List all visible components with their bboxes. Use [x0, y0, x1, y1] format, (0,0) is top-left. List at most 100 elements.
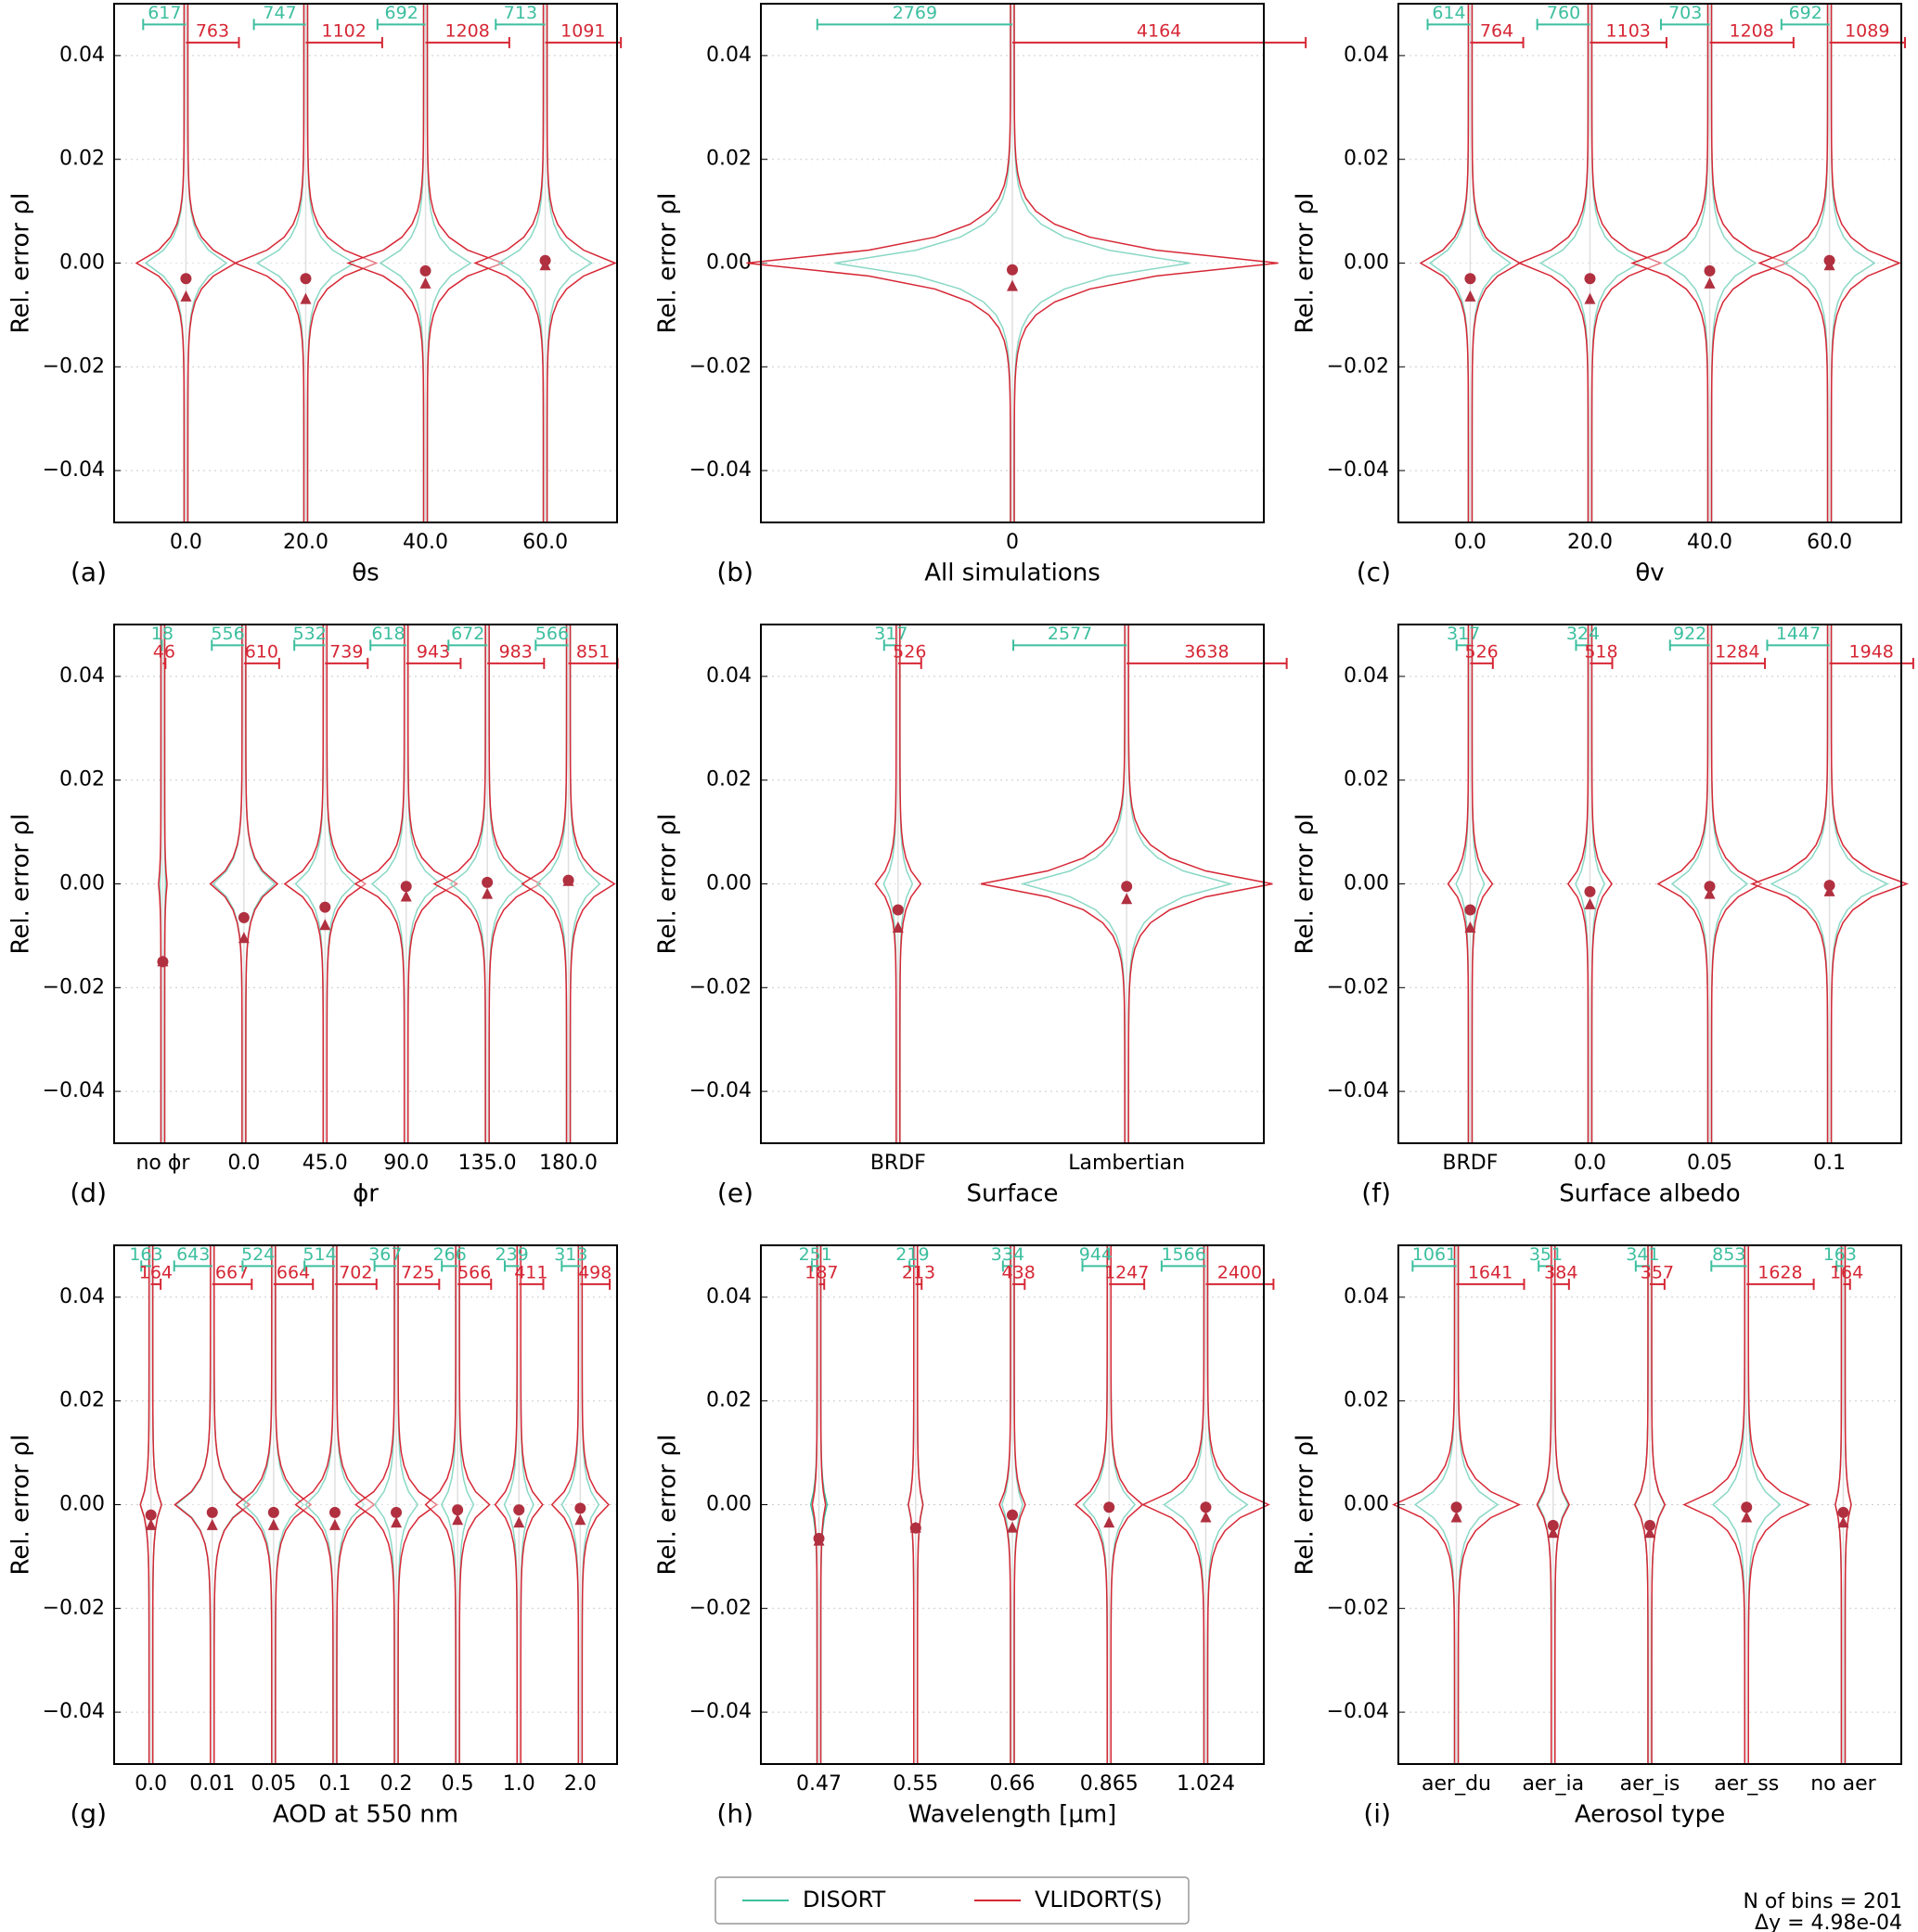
triangle-marker	[1007, 279, 1018, 291]
triangle-marker	[1200, 1511, 1212, 1523]
x-tick-label: 0.2	[380, 1772, 413, 1796]
circle-marker	[180, 273, 192, 285]
count-label: 1641	[1468, 1262, 1513, 1282]
y-tick-label: 0.04	[1344, 664, 1389, 688]
x-tick-label: 40.0	[403, 531, 448, 554]
y-tick-label: −0.02	[689, 354, 752, 378]
count-label: 943	[417, 641, 450, 662]
count-label: 760	[1547, 3, 1580, 23]
triangle-marker	[400, 890, 412, 902]
y-tick-label: 0.02	[1344, 768, 1389, 792]
violin-outline	[811, 1244, 827, 1765]
count-label: 213	[902, 1262, 935, 1282]
count-label: 1091	[560, 20, 605, 41]
y-tick-label: −0.04	[689, 1700, 752, 1723]
panel-letter: (f)	[1361, 1178, 1391, 1208]
plot-frame	[760, 624, 1265, 1144]
x-tick-label: 20.0	[283, 531, 328, 554]
triangle-marker	[1644, 1526, 1655, 1539]
triangle-marker	[238, 932, 250, 944]
count-label: 1089	[1845, 20, 1889, 41]
count-label: 524	[241, 1244, 275, 1265]
y-axis-label: Rel. error ρI	[7, 1434, 35, 1575]
y-tick-label: −0.02	[1327, 1596, 1389, 1619]
circle-marker	[145, 1509, 157, 1521]
circle-marker	[1103, 1501, 1115, 1513]
x-tick-label: 0.47	[796, 1772, 842, 1796]
x-tick-label: 0.1	[318, 1772, 351, 1796]
y-axis-label: Rel. error ρI	[7, 192, 35, 333]
count-label: 692	[385, 3, 418, 23]
count-label: 357	[1641, 1262, 1674, 1282]
circle-marker	[267, 1506, 279, 1518]
circle-marker	[1837, 1506, 1849, 1518]
y-axis-label: Rel. error ρI	[654, 1434, 682, 1575]
y-tick-label: −0.02	[43, 975, 105, 998]
x-tick-label: aer_is	[1620, 1772, 1680, 1796]
y-tick-label: 0.00	[59, 251, 105, 275]
count-label: 944	[1079, 1244, 1113, 1265]
triangle-marker	[206, 1518, 218, 1530]
count-label: 739	[329, 641, 363, 662]
violin-outline	[1536, 1244, 1570, 1765]
count-label: 2400	[1217, 1262, 1262, 1282]
triangle-marker	[1464, 921, 1476, 934]
y-tick-label: 0.04	[1344, 44, 1389, 67]
y-tick-label: −0.02	[43, 354, 105, 378]
count-label: 1208	[1730, 20, 1774, 41]
circle-marker	[206, 1506, 218, 1518]
y-tick-label: 0.02	[1344, 1389, 1389, 1412]
y-tick-label: −0.04	[1327, 458, 1389, 482]
count-label: 334	[991, 1244, 1024, 1265]
y-axis-label: Rel. error ρI	[1292, 1434, 1319, 1575]
count-label: 672	[451, 624, 484, 644]
triangle-marker	[300, 292, 312, 304]
y-tick-label: −0.02	[1327, 354, 1389, 378]
y-axis-label: Rel. error ρI	[1292, 813, 1319, 954]
circle-marker	[391, 1506, 403, 1518]
note: N of bins = 201	[1743, 1890, 1902, 1913]
triangle-marker	[1584, 897, 1596, 909]
y-tick-label: −0.04	[43, 1079, 105, 1102]
circle-marker	[1584, 885, 1596, 897]
plot-frame	[113, 3, 618, 523]
count-label: 498	[578, 1262, 611, 1282]
y-tick-label: 0.02	[706, 768, 752, 792]
x-tick-label: 1.0	[503, 1772, 535, 1796]
count-label: 2577	[1048, 624, 1092, 644]
circle-marker	[319, 901, 331, 913]
count-label: 617	[148, 3, 181, 23]
plot-frame	[760, 1244, 1265, 1765]
y-tick-label: −0.02	[689, 1596, 752, 1619]
count-label: 692	[1789, 3, 1822, 23]
count-label: 702	[339, 1262, 372, 1282]
y-tick-label: −0.04	[689, 458, 752, 482]
violin-outline	[135, 3, 238, 523]
count-label: 725	[401, 1262, 434, 1282]
panel-letter: (b)	[716, 557, 753, 587]
circle-marker	[1200, 1501, 1212, 1513]
panel-letter: (e)	[717, 1178, 753, 1208]
circle-marker	[1584, 273, 1596, 285]
triangle-marker	[892, 921, 904, 934]
y-tick-label: 0.00	[1344, 1493, 1389, 1516]
y-tick-label: 0.02	[59, 1389, 105, 1412]
x-tick-label: 180.0	[539, 1152, 598, 1175]
count-label: 1447	[1776, 624, 1821, 644]
violin-outline	[139, 1244, 162, 1765]
count-label: 438	[1002, 1262, 1036, 1282]
y-tick-label: 0.02	[59, 768, 105, 792]
circle-marker	[892, 904, 904, 916]
triangle-marker	[419, 277, 431, 289]
x-tick-label: 20.0	[1567, 531, 1613, 554]
count-label: 1628	[1757, 1262, 1802, 1282]
count-label: 1208	[445, 20, 490, 41]
count-label: 187	[805, 1262, 838, 1282]
x-tick-label: 0.05	[1687, 1152, 1732, 1175]
x-tick-label: 0	[1006, 531, 1019, 554]
y-axis-label: Rel. error ρI	[7, 813, 35, 954]
x-tick-label: 0.0	[1454, 531, 1487, 554]
x-tick-label: 90.0	[383, 1152, 429, 1175]
triangle-marker	[1464, 290, 1476, 302]
panel-letter: (c)	[1357, 557, 1391, 587]
